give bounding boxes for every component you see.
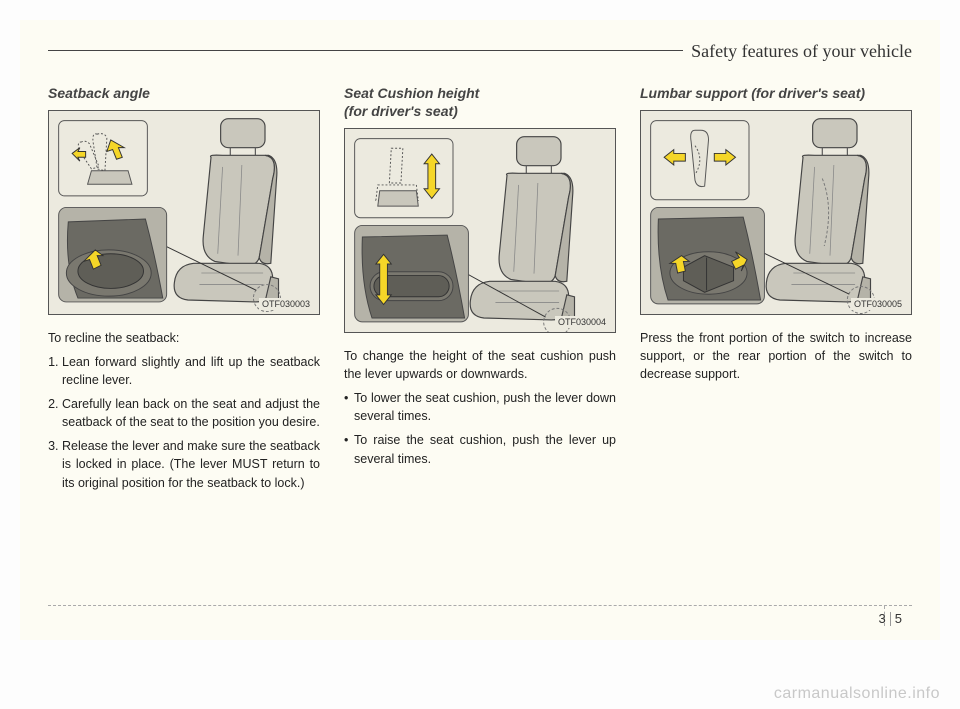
heading-seatback: Seatback angle bbox=[48, 84, 320, 102]
list-item: To raise the seat cushion, push the leve… bbox=[344, 431, 616, 467]
intro-3: Press the front portion of the switch to… bbox=[640, 329, 912, 383]
list-item: Release the lever and make sure the seat… bbox=[62, 437, 320, 491]
list-1: Lean forward slightly and lift up the se… bbox=[48, 353, 320, 492]
col-seatback-angle: Seatback angle bbox=[48, 84, 320, 498]
figure-cushion: OTF030004 bbox=[344, 128, 616, 333]
figure-label-2: OTF030004 bbox=[555, 316, 609, 328]
page-num-chapter: 3 bbox=[879, 611, 886, 626]
body-text-1: To recline the seatback: Lean forward sl… bbox=[48, 329, 320, 492]
watermark: carmanualsonline.info bbox=[774, 685, 940, 703]
page-num-page: 5 bbox=[895, 611, 902, 626]
list-2: To lower the seat cushion, push the leve… bbox=[344, 389, 616, 468]
figure-label-1: OTF030003 bbox=[259, 298, 313, 310]
list-item: Carefully lean back on the seat and adju… bbox=[62, 395, 320, 431]
heading-lumbar: Lumbar support (for driver's seat) bbox=[640, 84, 912, 102]
page-num-divider bbox=[890, 612, 891, 626]
intro-2: To change the height of the seat cushion… bbox=[344, 347, 616, 383]
figure-lumbar: OTF030005 bbox=[640, 110, 912, 315]
body-text-2: To change the height of the seat cushion… bbox=[344, 347, 616, 468]
list-item: To lower the seat cushion, push the leve… bbox=[344, 389, 616, 425]
page-number: 3 5 bbox=[879, 611, 902, 626]
intro-1: To recline the seatback: bbox=[48, 329, 320, 347]
body-text-3: Press the front portion of the switch to… bbox=[640, 329, 912, 383]
footer-dashed-rule bbox=[48, 605, 912, 606]
figure-seatback: OTF030003 bbox=[48, 110, 320, 315]
col-lumbar: Lumbar support (for driver's seat) bbox=[640, 84, 912, 498]
figure-label-3: OTF030005 bbox=[851, 298, 905, 310]
col-cushion-height: Seat Cushion height (for driver's seat) bbox=[344, 84, 616, 498]
list-item: Lean forward slightly and lift up the se… bbox=[62, 353, 320, 389]
section-title: Safety features of your vehicle bbox=[683, 41, 912, 62]
heading-cushion: Seat Cushion height (for driver's seat) bbox=[344, 84, 616, 120]
